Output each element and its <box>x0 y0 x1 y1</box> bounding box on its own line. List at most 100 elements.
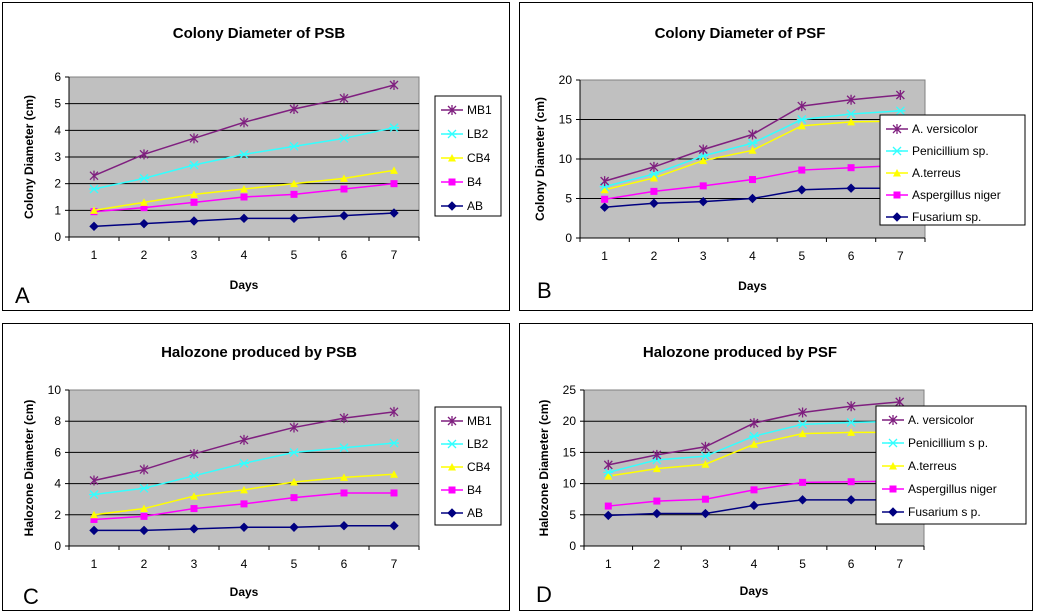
data-point <box>600 176 610 187</box>
data-point <box>240 485 248 494</box>
chart-panel-b: 0 5 10 15 20 1 2 3 4 5 6 7 Colony Diameter of PSF Day… <box>519 2 1033 311</box>
x-tick-label: 1 <box>601 249 608 263</box>
data-point <box>240 193 248 201</box>
y-tick-label: 3 <box>54 150 61 164</box>
data-point <box>748 146 757 154</box>
data-point <box>389 521 399 531</box>
data-point <box>189 471 199 481</box>
data-point <box>140 512 148 520</box>
chart-svg-b: 0 5 10 15 20 1 2 3 4 5 6 7 Colony Diameter of PSF Day… <box>533 25 1026 303</box>
y-tick-label: 25 <box>563 383 577 397</box>
x-axis-label: Days <box>740 584 769 598</box>
data-point <box>600 185 609 194</box>
data-point <box>749 176 756 184</box>
y-tick-label: 5 <box>569 508 576 522</box>
data-point <box>604 472 613 480</box>
x-axis-label: Days <box>230 278 259 292</box>
x-tick-label: 1 <box>91 557 98 571</box>
data-point <box>601 195 609 203</box>
data-point <box>846 94 856 105</box>
data-point <box>89 221 99 232</box>
data-point <box>797 101 807 112</box>
data-point <box>89 170 99 181</box>
data-point <box>649 198 659 208</box>
data-point <box>340 473 348 481</box>
legend: A. versicolor Penicillium sp. A.terreus Asp… <box>879 114 1026 226</box>
panel-letter: A <box>15 283 30 308</box>
data-point <box>290 494 298 502</box>
x-tick-label: 2 <box>654 557 661 571</box>
x-tick-label: 3 <box>702 557 709 571</box>
series-lb2 <box>89 123 399 194</box>
data-point <box>89 475 99 486</box>
data-point <box>239 522 249 532</box>
legend-label: A.terreus <box>908 459 957 473</box>
legend-label: Fusarium s p. <box>908 505 981 519</box>
data-point <box>798 407 808 418</box>
legend-label: CB4 <box>467 151 491 165</box>
legend-marker <box>447 508 457 518</box>
data-point <box>846 109 857 119</box>
data-point <box>649 173 658 182</box>
y-tick-label: 20 <box>563 414 577 428</box>
series-mb1 <box>89 80 399 181</box>
data-point <box>340 174 348 182</box>
legend-marker <box>892 146 902 156</box>
data-point <box>190 505 198 513</box>
x-tick-label: 4 <box>749 249 756 263</box>
x-tick-label: 5 <box>291 248 298 262</box>
data-point <box>796 115 807 124</box>
x-tick-label: 1 <box>91 248 98 262</box>
x-tick-label: 7 <box>391 557 398 571</box>
y-tick-label: 0 <box>569 539 576 553</box>
data-point <box>749 431 759 441</box>
data-point <box>339 210 349 221</box>
series-ab <box>89 208 399 232</box>
legend-marker <box>447 201 457 211</box>
data-point <box>289 422 299 433</box>
data-point <box>189 216 199 226</box>
y-tick-label: 10 <box>563 477 577 491</box>
data-point <box>747 193 758 204</box>
data-point <box>747 138 758 148</box>
legend-marker <box>447 129 457 139</box>
legend-marker <box>447 416 457 426</box>
y-tick-label: 5 <box>565 192 572 206</box>
legend-marker <box>892 124 902 134</box>
chart-title: Colony Diameter of PSB <box>173 25 346 42</box>
data-point <box>798 429 807 438</box>
legend-label: B4 <box>467 175 482 189</box>
data-point <box>340 489 348 497</box>
data-point <box>339 521 349 531</box>
x-tick-label: 4 <box>241 557 248 571</box>
data-point <box>239 458 249 468</box>
panel-letter: C <box>23 584 39 609</box>
data-point <box>139 173 149 183</box>
y-axis-label: Colony Diameter (cm) <box>533 97 547 221</box>
data-point <box>749 500 759 511</box>
data-point <box>895 90 905 101</box>
y-tick-label: 10 <box>48 383 62 397</box>
data-point <box>603 459 613 470</box>
data-point <box>797 419 808 429</box>
y-tick-label: 1 <box>54 203 61 217</box>
data-point <box>847 117 856 126</box>
legend-label: MB1 <box>467 414 492 428</box>
data-point <box>750 486 758 494</box>
x-tick-label: 4 <box>751 557 758 571</box>
data-point <box>701 460 710 468</box>
data-point <box>290 478 298 486</box>
chart-panel-a: 0 1 2 3 4 5 6 1 2 3 4 5 6 7 Colony Diameter of PSB Days… <box>2 2 510 311</box>
data-point <box>749 418 759 429</box>
data-point <box>189 133 199 144</box>
data-point <box>189 448 199 459</box>
data-point <box>698 151 709 161</box>
legend: MB1 LB2 CB4 B4 AB <box>434 406 502 526</box>
data-point <box>698 196 708 207</box>
x-tick-label: 5 <box>798 249 805 263</box>
data-point <box>603 510 613 521</box>
y-axis-label: Halozone Diameter (cm) <box>22 400 36 537</box>
legend-marker <box>447 439 457 449</box>
x-tick-label: 6 <box>848 249 855 263</box>
data-point <box>190 198 198 206</box>
